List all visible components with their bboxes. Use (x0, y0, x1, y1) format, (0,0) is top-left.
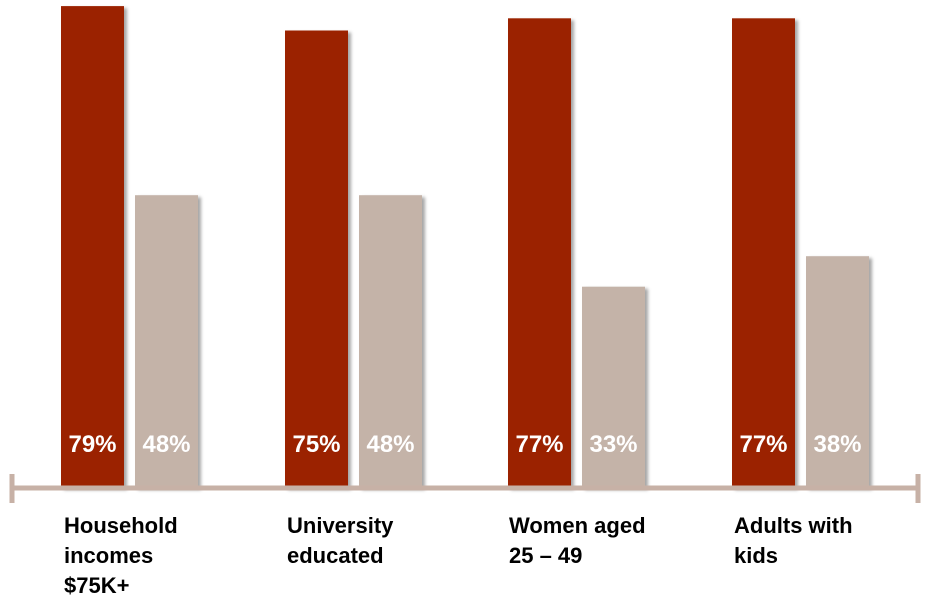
category-label-2-line-0: Women aged (509, 513, 646, 538)
data-label-series1-2: 77% (515, 431, 563, 458)
category-label-2-line-1: 25 – 49 (509, 543, 582, 568)
bar-series1-1 (285, 30, 348, 488)
bar-series2-3 (806, 256, 869, 488)
data-label-series2-3: 38% (813, 431, 861, 458)
bar-series2-2 (582, 286, 645, 488)
bar-series2-1 (359, 195, 422, 488)
category-label-1-line-0: University (287, 513, 394, 538)
category-label-3-line-1: kids (734, 543, 778, 568)
labels-group: 79% 75% 77% 77% 48% 48% 33% 38% Household incomes… (64, 431, 862, 598)
data-label-series1-3: 77% (739, 431, 787, 458)
bar-series2-0 (135, 195, 198, 488)
data-label-series1-0: 79% (68, 431, 116, 458)
bar-series1-0 (61, 6, 124, 488)
data-label-series2-0: 48% (142, 431, 190, 458)
category-label-0-line-1: incomes (64, 543, 153, 568)
category-label-0-line-0: Household (64, 513, 178, 538)
category-label-1-line-1: educated (287, 543, 384, 568)
x-axis (9, 474, 921, 503)
bars-group (61, 6, 869, 489)
bar-series1-3 (732, 18, 795, 489)
data-label-series2-1: 48% (366, 431, 414, 458)
bar-series1-2 (508, 18, 571, 489)
data-label-series1-1: 75% (292, 431, 340, 458)
category-label-3-line-0: Adults with (734, 513, 853, 538)
data-label-series2-2: 33% (589, 431, 637, 458)
category-label-0-line-2: $75K+ (64, 573, 129, 598)
